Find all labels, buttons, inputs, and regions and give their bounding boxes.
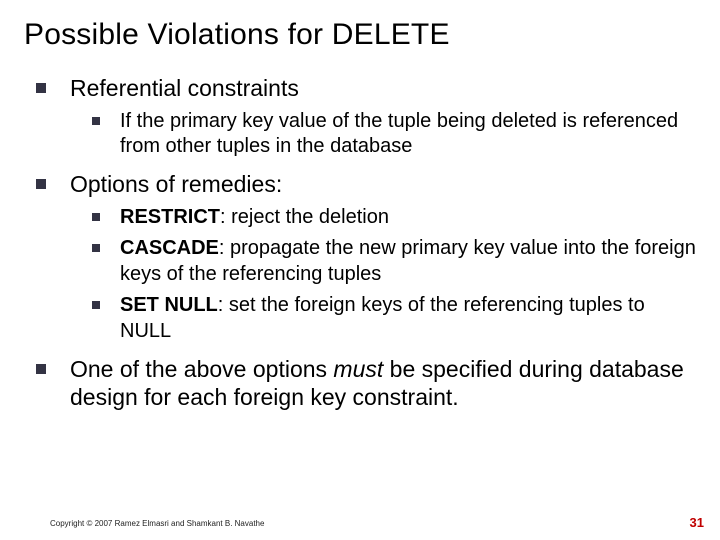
bullet-list-level-1: Referential constraints If the primary k…	[36, 74, 696, 412]
sub-bullet-cascade: CASCADE: propagate the new primary key v…	[92, 236, 696, 287]
remedy-name: CASCADE	[120, 237, 219, 259]
footer-copyright: Copyright © 2007 Ramez Elmasri and Shamk…	[50, 519, 264, 528]
bullet-referential-constraints: Referential constraints If the primary k…	[36, 74, 696, 160]
remedy-desc: : reject the deletion	[220, 206, 389, 228]
sub-bullet-restrict: RESTRICT: reject the deletion	[92, 205, 696, 231]
bullet-text-pre: One of the above options	[70, 356, 333, 382]
bullet-options-remedies: Options of remedies: RESTRICT: reject th…	[36, 170, 696, 345]
page-number: 31	[690, 515, 704, 530]
sub-bullet-text: If the primary key value of the tuple be…	[120, 110, 678, 158]
bullet-text: Options of remedies:	[70, 171, 282, 197]
bullet-must-specify: One of the above options must be specifi…	[36, 355, 696, 413]
bullet-text: Referential constraints	[70, 75, 299, 101]
remedy-name: SET NULL	[120, 294, 218, 316]
sub-bullet: If the primary key value of the tuple be…	[92, 109, 696, 160]
bullet-text-emph: must	[333, 356, 383, 382]
bullet-list-level-2: RESTRICT: reject the deletion CASCADE: p…	[92, 205, 696, 345]
bullet-list-level-2: If the primary key value of the tuple be…	[92, 109, 696, 160]
slide: Possible Violations for DELETE Referenti…	[0, 0, 720, 540]
remedy-name: RESTRICT	[120, 206, 220, 228]
sub-bullet-set-null: SET NULL: set the foreign keys of the re…	[92, 293, 696, 344]
slide-title: Possible Violations for DELETE	[24, 18, 696, 52]
